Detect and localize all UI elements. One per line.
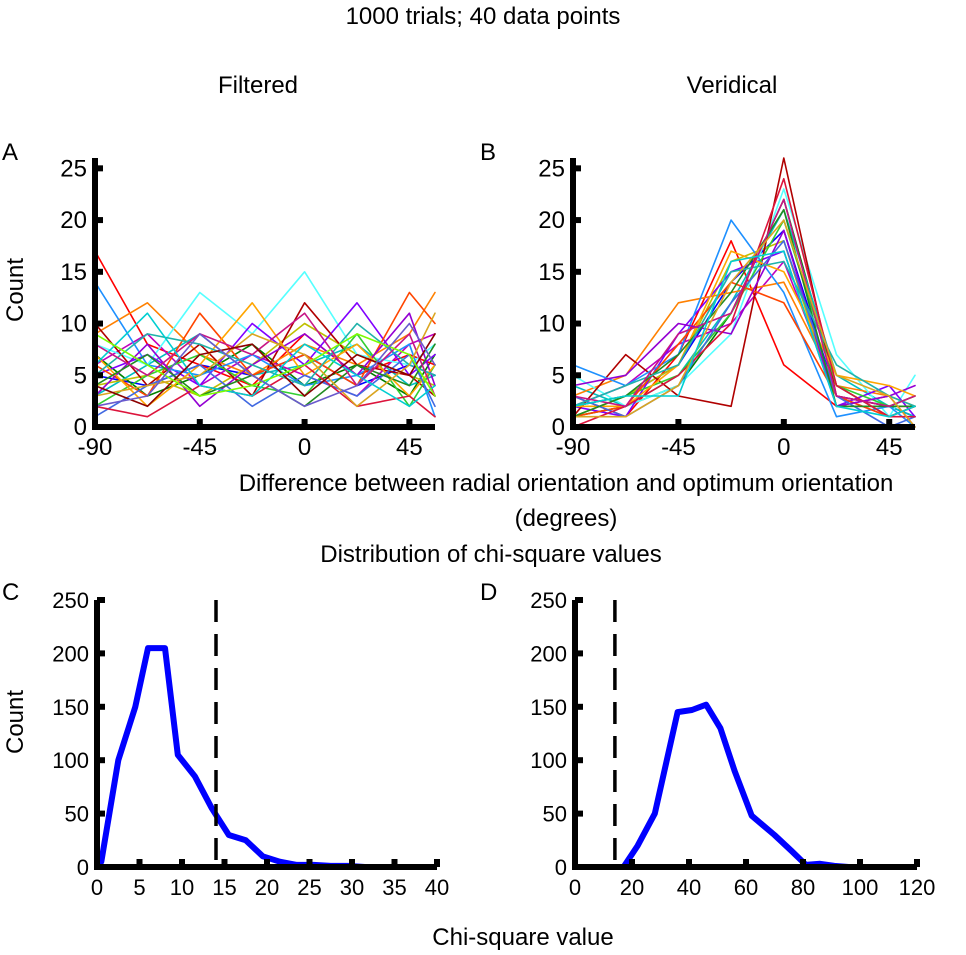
- series-line: [94, 322, 436, 408]
- y-tick-label: 10: [538, 311, 565, 338]
- x-tick-label: -45: [182, 434, 217, 461]
- y-tick-label: 250: [530, 588, 567, 613]
- series-line: [94, 312, 436, 408]
- x-tick-label: -90: [556, 434, 591, 461]
- y-tick-label: 5: [552, 362, 565, 389]
- x-tick-label: 0: [569, 875, 581, 900]
- section-b-title: Distribution of chi-square values: [320, 541, 662, 568]
- main-title: 1000 trials; 40 data points: [346, 3, 621, 30]
- series-line: [572, 219, 916, 428]
- series-line: [572, 250, 916, 418]
- x-tick-label: 5: [133, 875, 145, 900]
- y-tick-label: 15: [60, 259, 87, 286]
- x-tick-label: 20: [255, 875, 279, 900]
- series-line: [94, 291, 436, 377]
- y-tick-label: 0: [555, 855, 567, 880]
- x-tick-label: 15: [212, 875, 236, 900]
- x-tick-label: 100: [842, 875, 879, 900]
- series-line: [94, 364, 436, 418]
- panel-b-title: Veridical: [687, 72, 778, 99]
- series-line: [94, 333, 436, 397]
- panel-d: 0 50 100 150 200 250 0 20 40 60 80 100 120: [530, 588, 935, 900]
- section-a-xlabel-units: (degrees): [515, 505, 618, 532]
- x-tick-label: 0: [298, 434, 311, 461]
- panel-b: 0 5 10 15 20 25 -90 -45 0 45: [538, 155, 916, 461]
- y-tick-label: 5: [74, 362, 87, 389]
- panel-c: 0 50 100 150 200 250 0 5 10 15 20 25 30 35 40: [52, 588, 449, 900]
- y-tick-label: 10: [60, 311, 87, 338]
- x-tick-label: -90: [78, 434, 113, 461]
- panel-a-title: Filtered: [218, 72, 298, 99]
- series-line: [94, 312, 436, 397]
- y-tick-label: 200: [52, 641, 89, 666]
- series-line: [98, 645, 402, 870]
- y-tick-label: 100: [52, 748, 89, 773]
- y-tick-label: 200: [530, 641, 567, 666]
- y-tick-label: 25: [538, 155, 565, 182]
- panel-a-letter: A: [2, 139, 18, 166]
- x-tick-label: 20: [620, 875, 644, 900]
- panel-c-ylabel: Count: [2, 690, 29, 754]
- series-line: [572, 250, 916, 408]
- x-tick-label: 35: [382, 875, 406, 900]
- series-line: [94, 333, 436, 408]
- panel-c-letter: C: [2, 579, 19, 606]
- y-tick-label: 250: [52, 588, 89, 613]
- series-line: [572, 219, 916, 408]
- y-tick-label: 150: [530, 695, 567, 720]
- panel-b-letter: B: [480, 139, 496, 166]
- y-tick-label: 0: [552, 414, 565, 441]
- series-line: [572, 260, 916, 408]
- series-line: [572, 229, 916, 408]
- series-line: [94, 301, 436, 408]
- y-tick-label: 50: [543, 802, 567, 827]
- series-line: [572, 177, 916, 428]
- x-tick-label: 45: [396, 434, 423, 461]
- x-tick-label: 80: [791, 875, 815, 900]
- panel-d-letter: D: [480, 579, 497, 606]
- y-tick-label: 15: [538, 259, 565, 286]
- panel-a: 0 5 10 15 20 25 -90 -45 0 45: [60, 155, 436, 461]
- x-tick-label: 10: [170, 875, 194, 900]
- x-tick-label: 60: [734, 875, 758, 900]
- y-tick-label: 20: [60, 207, 87, 234]
- series-line: [572, 188, 916, 418]
- y-tick-label: 150: [52, 695, 89, 720]
- x-tick-label: 40: [425, 875, 449, 900]
- y-tick-label: 50: [65, 802, 89, 827]
- x-tick-label: -45: [661, 434, 696, 461]
- y-tick-label: 25: [60, 155, 87, 182]
- x-tick-label: 0: [91, 875, 103, 900]
- section-a-xlabel: Difference between radial orientation an…: [239, 470, 894, 497]
- x-tick-label: 30: [340, 875, 364, 900]
- x-tick-label: 25: [297, 875, 321, 900]
- x-tick-label: 0: [777, 434, 790, 461]
- y-tick-label: 0: [77, 855, 89, 880]
- panel-a-ylabel: Count: [2, 258, 29, 322]
- y-tick-label: 100: [530, 748, 567, 773]
- series-line: [620, 701, 895, 870]
- series-line: [94, 270, 436, 366]
- x-tick-label: 120: [899, 875, 936, 900]
- section-b-xlabel: Chi-square value: [432, 924, 613, 951]
- y-tick-label: 0: [74, 414, 87, 441]
- x-tick-label: 40: [677, 875, 701, 900]
- x-tick-label: 45: [876, 434, 903, 461]
- y-tick-label: 20: [538, 207, 565, 234]
- series-line: [572, 281, 916, 408]
